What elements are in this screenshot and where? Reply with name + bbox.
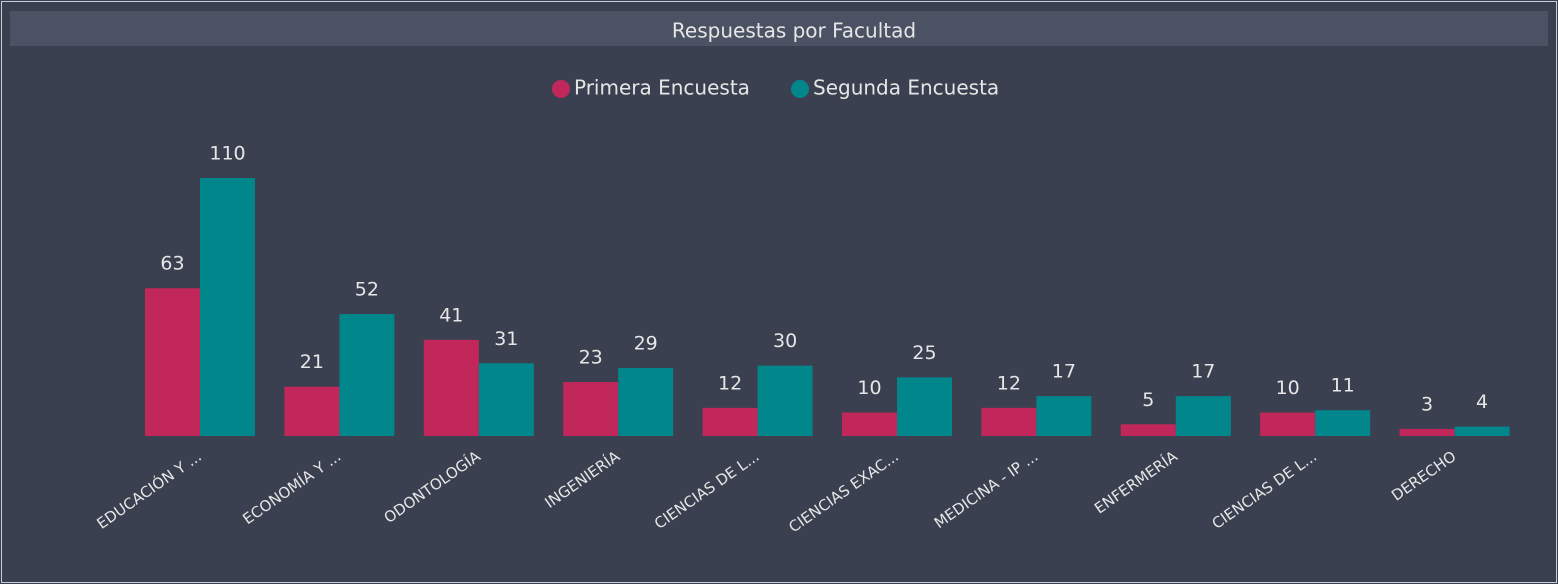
bar	[1260, 412, 1316, 436]
data-label: 41	[439, 304, 463, 326]
data-label: 31	[494, 328, 518, 350]
data-label: 29	[634, 332, 658, 354]
data-label: 110	[209, 143, 245, 165]
data-label: 30	[773, 330, 797, 352]
bar	[478, 363, 534, 436]
data-label: 23	[579, 347, 603, 369]
bar	[1036, 396, 1092, 436]
bar	[702, 407, 758, 436]
bar	[339, 314, 395, 436]
legend-label: Primera Encuesta	[574, 76, 750, 100]
bar	[145, 288, 200, 436]
bar	[1399, 428, 1455, 436]
data-label: 52	[355, 279, 379, 301]
data-label: 5	[1142, 389, 1154, 411]
data-label: 21	[300, 351, 324, 373]
bar	[284, 386, 340, 436]
data-label: 17	[1052, 361, 1076, 383]
data-label: 25	[912, 342, 936, 364]
data-label: 12	[997, 372, 1021, 394]
data-label: 4	[1476, 391, 1488, 413]
bar	[757, 365, 813, 436]
bar	[563, 382, 619, 436]
data-label: 17	[1191, 361, 1215, 383]
data-label: 10	[857, 377, 881, 399]
title-bar	[10, 11, 1548, 46]
legend-swatch	[552, 80, 570, 98]
bar	[981, 407, 1037, 436]
bar	[897, 377, 952, 436]
bar	[423, 339, 479, 436]
bar	[618, 367, 674, 436]
bar	[1454, 426, 1510, 436]
data-label: 11	[1331, 375, 1355, 397]
legend-label: Segunda Encuesta	[813, 76, 999, 100]
data-label: 12	[718, 372, 742, 394]
bar	[842, 412, 897, 436]
data-label: 3	[1421, 393, 1433, 415]
data-label: 10	[1276, 377, 1300, 399]
bar	[1315, 410, 1371, 436]
legend-swatch	[791, 80, 809, 98]
bar	[1120, 424, 1176, 436]
bar	[1175, 396, 1231, 436]
bar	[200, 178, 255, 436]
chart-title: Respuestas por Facultad	[672, 19, 916, 43]
data-label: 63	[160, 253, 184, 275]
